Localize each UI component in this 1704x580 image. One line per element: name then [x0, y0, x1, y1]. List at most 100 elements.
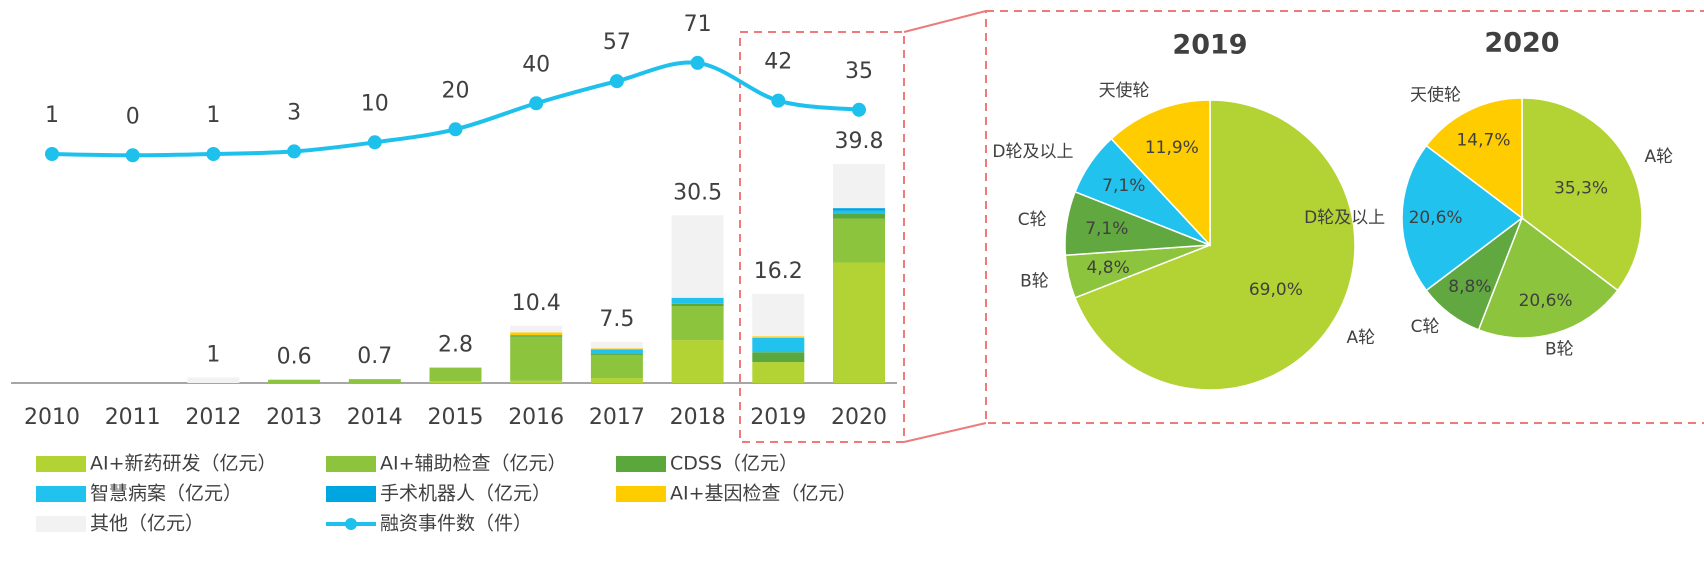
pie-title: 2020	[1484, 28, 1559, 59]
bar-segment	[752, 352, 805, 363]
pie-category-label: B轮	[1020, 271, 1049, 291]
bar-segment	[833, 208, 885, 211]
bar-segment	[510, 380, 563, 383]
total-label: 0.6	[277, 345, 312, 370]
bar-segment	[510, 336, 563, 381]
line-marker	[448, 122, 463, 137]
bar-segment	[752, 337, 805, 353]
line-marker	[45, 147, 59, 162]
bar-segment	[671, 340, 724, 383]
pie-category-label: 天使轮	[1410, 85, 1461, 106]
pie-value-label: 20,6%	[1409, 208, 1463, 228]
pie-value-label: 8,8%	[1448, 277, 1491, 297]
line-marker	[771, 93, 786, 108]
x-tick-label: 2012	[185, 405, 241, 430]
legend-swatch	[36, 486, 86, 502]
pie-slice	[1477, 216, 1619, 339]
pie-category-label: C轮	[1411, 317, 1440, 337]
connector	[903, 10, 987, 33]
legend-swatch	[326, 486, 376, 502]
legend-label: AI+辅助检查（亿元）	[380, 453, 567, 475]
legend-swatch	[616, 486, 666, 502]
line-marker	[609, 74, 624, 89]
legend-label: 智慧病案（亿元）	[90, 483, 242, 505]
x-tick-label: 2019	[750, 405, 806, 430]
legend-label: AI+新药研发（亿元）	[90, 453, 277, 475]
highlight-box	[739, 31, 905, 443]
pie-value-label: 7,1%	[1085, 219, 1128, 239]
pie-category-label: C轮	[1018, 210, 1047, 230]
x-tick-label: 2010	[24, 405, 80, 430]
line-marker	[206, 147, 221, 162]
legend-label: 手术机器人（亿元）	[380, 483, 551, 505]
pie-slice	[1425, 97, 1523, 220]
bar-segment	[671, 215, 724, 298]
pie-value-label: 69,0%	[1249, 280, 1303, 300]
bar-segment	[590, 353, 643, 355]
line-label: 20	[442, 78, 470, 103]
line-marker	[125, 148, 140, 163]
line-label: 10	[361, 91, 389, 116]
bar-segment	[752, 362, 805, 383]
pie-slice	[1110, 99, 1211, 247]
legend-swatch	[36, 516, 86, 532]
bar-segment	[590, 348, 643, 350]
line-label: 0	[126, 104, 140, 129]
legend-label: CDSS（亿元）	[670, 453, 798, 475]
pie-category-label: 天使轮	[1099, 80, 1150, 101]
bar-segment	[671, 297, 724, 304]
pie-category-label: D轮及以上	[1304, 208, 1385, 228]
pie-title: 2019	[1172, 30, 1247, 61]
total-label: 10.4	[512, 291, 561, 316]
line-label: 71	[684, 12, 712, 37]
total-label: 30.5	[673, 180, 722, 205]
line-label: 3	[287, 100, 301, 125]
pie-slice	[1073, 99, 1356, 391]
total-label: 2.8	[438, 333, 473, 358]
bar-segment	[429, 367, 482, 382]
x-tick-label: 2018	[670, 405, 726, 430]
total-label: 1	[206, 343, 220, 368]
bar-segment	[348, 379, 401, 383]
line-label: 40	[522, 52, 550, 77]
zoom-box	[985, 10, 1704, 424]
pie-value-label: 11,9%	[1145, 138, 1199, 158]
legend-label: AI+基因检查（亿元）	[670, 483, 857, 505]
bar-segment	[671, 303, 724, 306]
pie-value-label: 4,8%	[1087, 258, 1130, 278]
bar-segment	[590, 378, 643, 383]
x-tick-label: 2015	[428, 405, 484, 430]
line	[51, 60, 860, 158]
line-label: 1	[45, 103, 59, 128]
bar-segment	[590, 354, 643, 379]
bar-segment	[590, 341, 643, 349]
legend-label: 融资事件数（件）	[380, 513, 532, 535]
bar-segment	[752, 336, 805, 338]
pie-category-label: D轮及以上	[992, 142, 1073, 162]
connector	[903, 422, 987, 443]
line-label: 1	[206, 103, 220, 128]
x-tick-label: 2020	[831, 405, 887, 430]
line-label: 42	[764, 50, 792, 75]
total-label: 16.2	[754, 259, 803, 284]
x-tick-label: 2016	[508, 405, 564, 430]
total-label: 7.5	[599, 307, 634, 332]
x-tick-label: 2013	[266, 405, 322, 430]
bar-segment	[510, 332, 563, 336]
pie-slice	[1401, 144, 1524, 292]
pie-value-label: 14,7%	[1456, 131, 1510, 151]
bar-segment	[187, 377, 240, 383]
bar-segment	[268, 379, 321, 383]
pie-value-label: 35,3%	[1554, 179, 1608, 199]
bar-segment	[833, 210, 885, 214]
bar-segment	[429, 381, 482, 383]
legend-swatch	[616, 456, 666, 472]
legend-swatch	[36, 456, 86, 472]
bar-segment	[590, 349, 643, 354]
bar-segment	[752, 293, 805, 337]
legend-label: 其他（亿元）	[90, 513, 204, 535]
bar-segment	[833, 262, 885, 383]
bar-segment	[833, 164, 885, 209]
bar-segment	[833, 218, 885, 263]
